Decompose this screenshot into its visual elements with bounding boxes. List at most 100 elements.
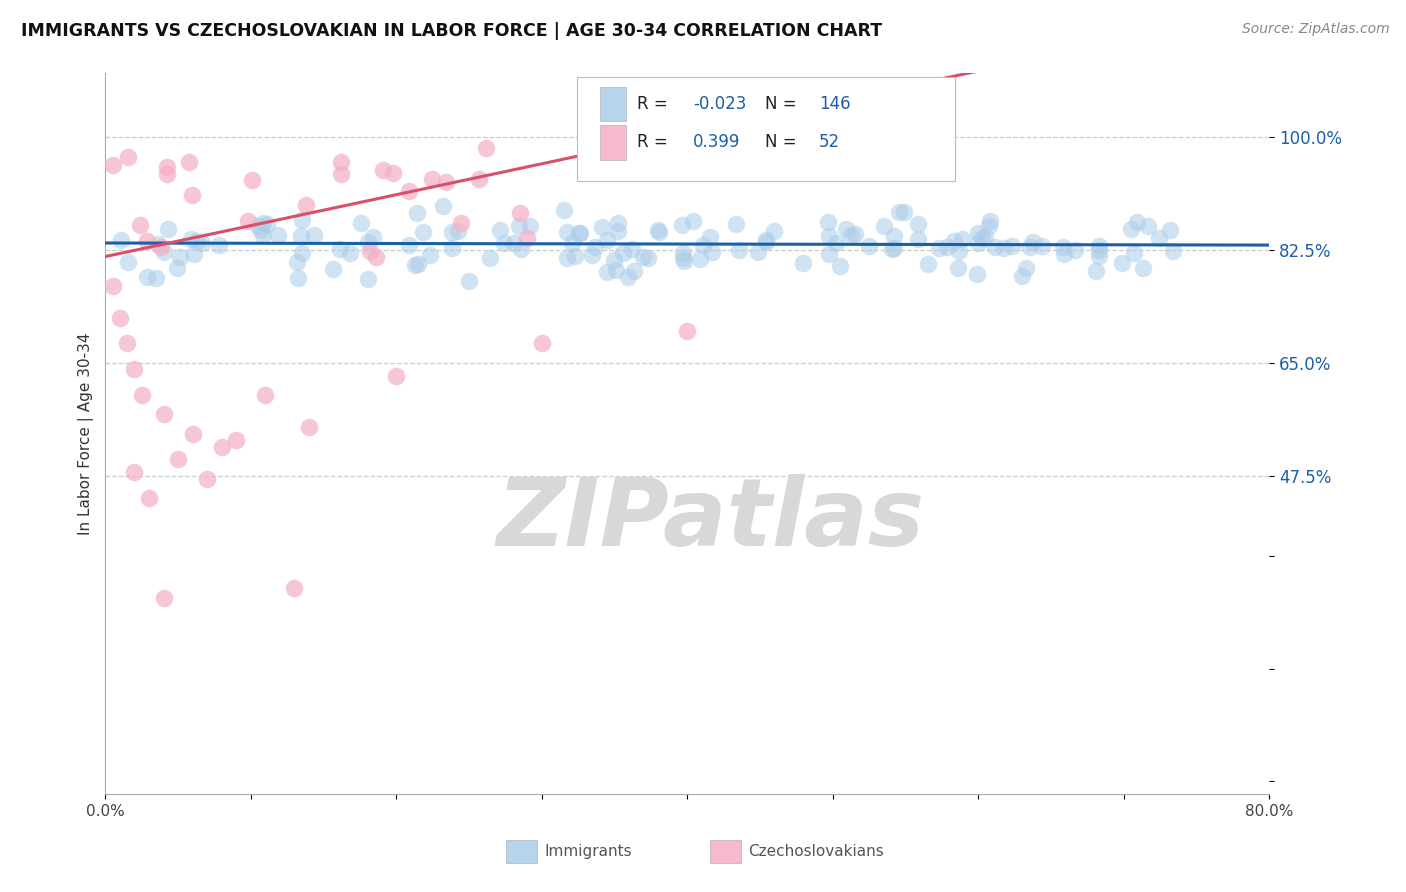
- Point: [1132, 260, 1154, 275]
- Point: [117, 255, 139, 269]
- Point: [596, 265, 619, 279]
- FancyBboxPatch shape: [600, 125, 626, 160]
- Point: [607, 216, 630, 230]
- Point: [631, 250, 654, 264]
- Point: [617, 270, 640, 285]
- Point: [970, 231, 993, 245]
- Point: [755, 234, 778, 248]
- Point: [727, 243, 749, 257]
- Text: R =: R =: [637, 133, 679, 152]
- Point: [267, 228, 290, 243]
- Point: [1052, 247, 1074, 261]
- Point: [1022, 235, 1045, 249]
- Point: [692, 237, 714, 252]
- Point: [110, 233, 132, 247]
- Point: [169, 250, 191, 264]
- Text: -0.023: -0.023: [693, 95, 747, 113]
- Point: [1015, 261, 1038, 276]
- Point: [152, 591, 174, 605]
- Point: [298, 420, 321, 434]
- Point: [135, 269, 157, 284]
- Point: [478, 251, 501, 265]
- Point: [1159, 223, 1181, 237]
- Point: [839, 227, 862, 242]
- Point: [254, 388, 277, 402]
- Point: [322, 261, 344, 276]
- Point: [699, 230, 721, 244]
- Point: [569, 226, 592, 240]
- Point: [145, 271, 167, 285]
- Point: [180, 231, 202, 245]
- Point: [872, 219, 894, 234]
- Point: [339, 246, 361, 260]
- Point: [291, 213, 314, 227]
- Point: [242, 172, 264, 186]
- Point: [381, 166, 404, 180]
- Point: [966, 226, 988, 240]
- Point: [844, 227, 866, 241]
- Point: [150, 240, 173, 254]
- Point: [893, 205, 915, 219]
- Point: [907, 232, 929, 246]
- Point: [398, 238, 420, 252]
- FancyBboxPatch shape: [576, 77, 955, 181]
- Point: [256, 217, 278, 231]
- Point: [291, 246, 314, 260]
- Point: [676, 324, 699, 338]
- Point: [509, 242, 531, 256]
- Point: [700, 245, 723, 260]
- Point: [936, 240, 959, 254]
- Point: [637, 252, 659, 266]
- Point: [950, 231, 973, 245]
- Point: [1001, 239, 1024, 253]
- Point: [1147, 231, 1170, 245]
- Point: [508, 219, 530, 233]
- Point: [294, 198, 316, 212]
- Text: Immigrants: Immigrants: [544, 845, 631, 859]
- Point: [1087, 238, 1109, 252]
- Point: [516, 230, 538, 244]
- Point: [647, 222, 669, 236]
- Point: [689, 252, 711, 266]
- Point: [519, 219, 541, 234]
- Point: [828, 259, 851, 273]
- Point: [928, 241, 950, 255]
- Point: [883, 229, 905, 244]
- Text: 146: 146: [818, 95, 851, 113]
- Point: [115, 336, 138, 351]
- Point: [101, 278, 124, 293]
- Point: [648, 225, 671, 239]
- Point: [1018, 240, 1040, 254]
- Point: [117, 150, 139, 164]
- Point: [530, 336, 553, 351]
- Point: [385, 368, 408, 383]
- Point: [1084, 263, 1107, 277]
- Point: [302, 228, 325, 243]
- Point: [406, 205, 429, 219]
- Point: [555, 252, 578, 266]
- Point: [502, 236, 524, 251]
- Point: [373, 163, 395, 178]
- Point: [509, 206, 531, 220]
- Point: [948, 244, 970, 259]
- Point: [406, 257, 429, 271]
- Text: R =: R =: [637, 95, 673, 113]
- Point: [195, 472, 218, 486]
- Point: [747, 245, 769, 260]
- Point: [252, 227, 274, 242]
- Point: [979, 214, 1001, 228]
- Point: [1111, 256, 1133, 270]
- Point: [1031, 239, 1053, 253]
- Point: [420, 171, 443, 186]
- Point: [208, 238, 231, 252]
- Point: [252, 215, 274, 229]
- Point: [725, 217, 748, 231]
- Point: [287, 271, 309, 285]
- Point: [290, 228, 312, 243]
- Point: [250, 223, 273, 237]
- Text: Czechoslovakians: Czechoslovakians: [748, 845, 884, 859]
- Point: [152, 244, 174, 259]
- Point: [180, 188, 202, 202]
- Point: [591, 219, 613, 234]
- Point: [568, 226, 591, 240]
